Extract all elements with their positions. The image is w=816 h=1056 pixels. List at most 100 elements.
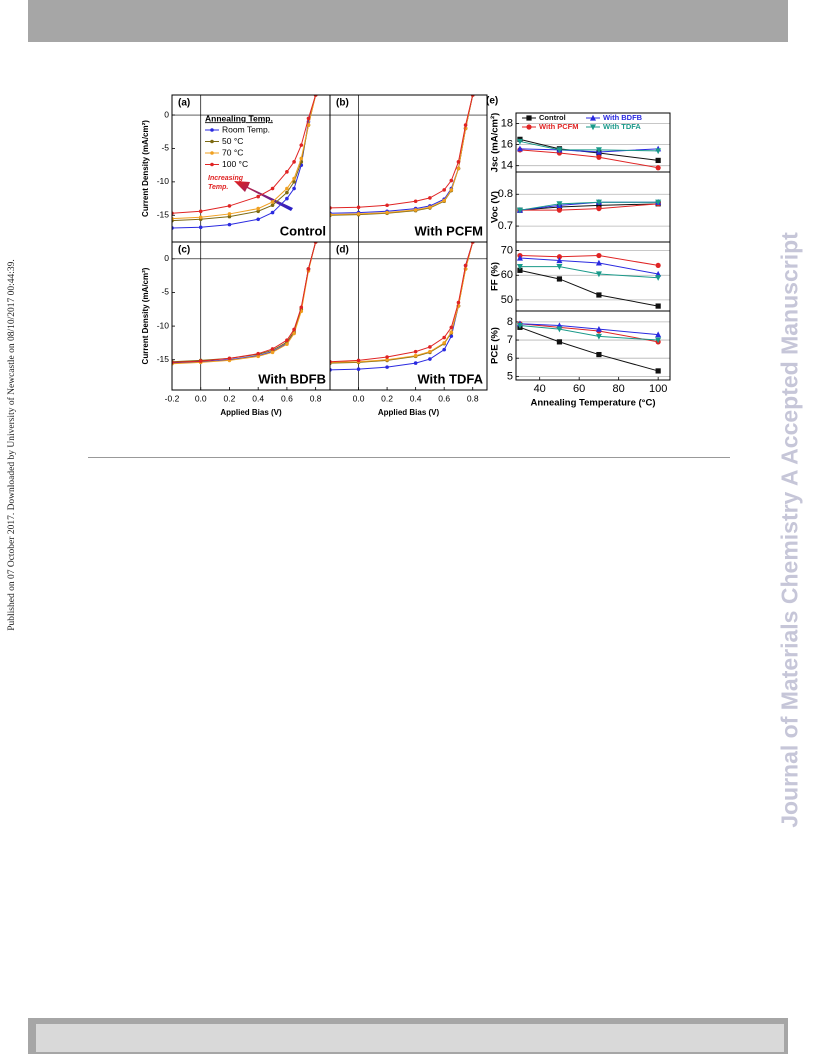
series-line xyxy=(519,269,659,307)
legend-label: With PCFM xyxy=(539,122,579,131)
marker xyxy=(256,217,260,222)
panel-label: (c) xyxy=(178,245,190,256)
marker xyxy=(356,212,361,216)
plot-area xyxy=(516,252,662,309)
y-tick-label: 60 xyxy=(501,269,513,281)
x-tick-label: 0.2 xyxy=(381,393,393,403)
marker xyxy=(428,205,432,210)
marker xyxy=(428,196,432,200)
marker xyxy=(655,148,662,155)
annotation: Temp. xyxy=(208,184,228,191)
y-tick-label: 0 xyxy=(164,109,169,119)
marker xyxy=(227,222,232,227)
marker xyxy=(449,330,454,334)
series-line xyxy=(330,242,474,363)
marker xyxy=(655,199,662,206)
marker xyxy=(556,339,563,345)
marker xyxy=(385,355,389,359)
marker xyxy=(442,335,446,340)
marker xyxy=(413,199,418,204)
marker xyxy=(227,356,232,361)
marker xyxy=(385,210,389,215)
marker xyxy=(270,210,275,215)
marker xyxy=(413,208,418,212)
y-axis-label: Voc (V) xyxy=(490,191,501,223)
marker xyxy=(596,292,602,298)
marker xyxy=(428,349,432,354)
marker xyxy=(517,267,523,273)
marker xyxy=(556,254,563,260)
legend-title: Annealing Temp. xyxy=(205,113,273,123)
y-tick-label: 0.7 xyxy=(498,220,513,232)
marker xyxy=(595,325,602,332)
x-tick-label: 0.0 xyxy=(195,393,207,403)
marker xyxy=(198,215,203,220)
marker xyxy=(655,157,661,164)
marker xyxy=(463,123,468,127)
marker xyxy=(526,124,532,130)
marker xyxy=(210,139,214,144)
series-line xyxy=(172,242,317,363)
legend-label: With TDFA xyxy=(603,122,641,131)
series-line xyxy=(330,95,474,216)
marker xyxy=(655,303,661,309)
y-tick-label: -15 xyxy=(157,210,170,220)
marker xyxy=(198,225,203,230)
marker xyxy=(449,188,454,192)
plot-area xyxy=(330,95,475,218)
x-tick-label: 0.8 xyxy=(310,393,322,403)
marker xyxy=(556,264,563,270)
marker xyxy=(556,201,563,208)
marker xyxy=(449,334,454,338)
series-line xyxy=(172,242,317,364)
marker xyxy=(428,357,432,361)
marker xyxy=(449,325,454,330)
panel-label: (d) xyxy=(336,245,349,256)
marker xyxy=(655,368,661,374)
panel-title: With TDFA xyxy=(417,371,483,386)
marker xyxy=(385,357,389,362)
y-tick-label: 16 xyxy=(501,139,513,151)
panel-title: With PCFM xyxy=(415,223,483,238)
series-line xyxy=(330,242,474,363)
plot-area xyxy=(516,136,662,171)
series-line xyxy=(172,95,317,214)
marker xyxy=(292,160,296,164)
frame xyxy=(329,94,488,243)
marker xyxy=(442,198,446,203)
x-axis-label: Applied Bias (V) xyxy=(378,408,440,417)
marker xyxy=(285,338,289,343)
marker xyxy=(306,116,311,121)
y-axis-label: Current Density (mA/cm²) xyxy=(141,120,150,217)
y-axis-label: PCE (%) xyxy=(490,327,501,364)
marker xyxy=(256,209,260,214)
y-tick-label: -10 xyxy=(157,320,170,330)
marker xyxy=(428,345,432,349)
panel-label: (a) xyxy=(178,98,190,109)
x-tick-label: 0.8 xyxy=(467,393,479,403)
series-line xyxy=(519,201,659,211)
marker xyxy=(292,180,296,184)
marker xyxy=(449,178,454,183)
series-line xyxy=(519,149,659,169)
y-tick-label: 14 xyxy=(501,160,513,172)
y-tick-label: 70 xyxy=(501,245,513,257)
series-line xyxy=(519,203,659,211)
annotation: Increasing xyxy=(208,175,244,182)
series-line xyxy=(519,203,659,211)
series-line xyxy=(519,325,659,341)
marker xyxy=(285,170,289,174)
series-line xyxy=(519,323,659,343)
x-tick-label: 60 xyxy=(573,383,585,395)
marker xyxy=(463,263,468,268)
series-line xyxy=(330,95,474,214)
marker xyxy=(556,257,563,264)
legend-label: 50 °C xyxy=(222,136,243,146)
plot-area xyxy=(172,242,318,366)
marker xyxy=(590,114,596,121)
series-line xyxy=(519,257,659,275)
marker xyxy=(655,337,662,344)
marker xyxy=(285,342,289,347)
marker xyxy=(292,186,296,191)
